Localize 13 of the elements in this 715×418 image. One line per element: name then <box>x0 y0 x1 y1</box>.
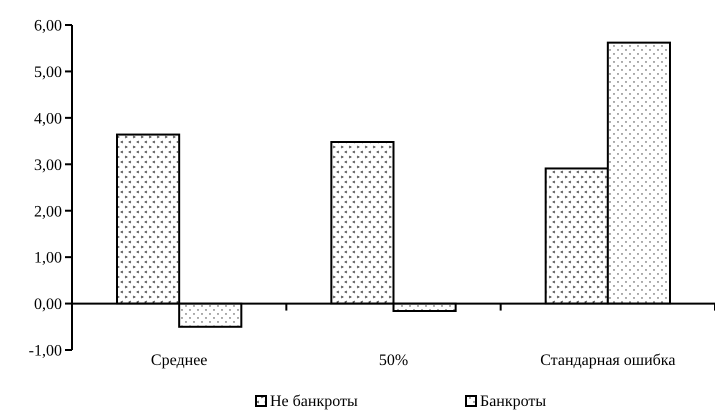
y-tick-label: 1,00 <box>34 250 62 267</box>
y-tick-label: 5,00 <box>34 64 62 82</box>
y-tick-label: 6,00 <box>34 18 62 35</box>
legend-label: Не банкроты <box>270 393 358 410</box>
y-tick-label: 2,00 <box>34 203 62 220</box>
x-tick-label: Стандарная ошибка <box>540 352 676 369</box>
y-tick-label: 3,00 <box>34 156 62 174</box>
y-tick-label: 0,00 <box>34 296 62 314</box>
x-tick-label: 50% <box>378 352 408 369</box>
x-tick-label: Среднее <box>150 352 208 369</box>
y-tick-label: 4,00 <box>34 110 62 128</box>
legend-label: Банкроты <box>480 393 546 410</box>
y-tick-label: -1,00 <box>28 342 62 360</box>
